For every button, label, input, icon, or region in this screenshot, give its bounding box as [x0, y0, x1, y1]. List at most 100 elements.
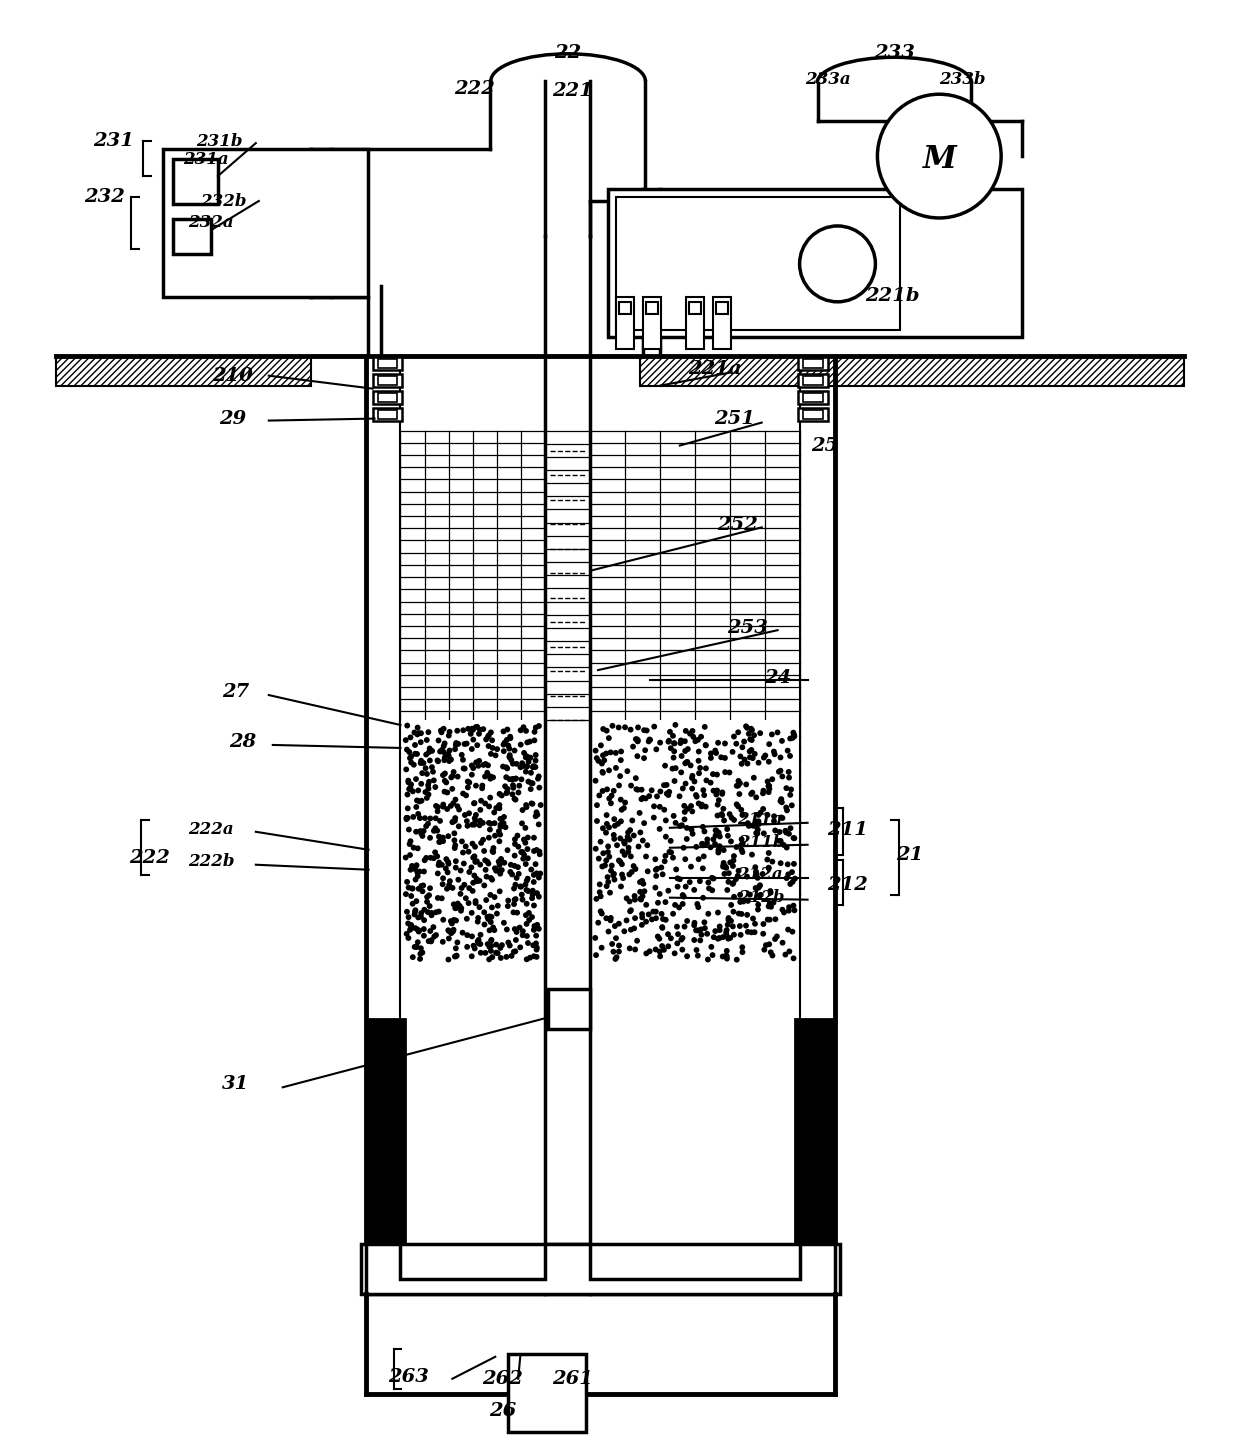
Circle shape: [689, 773, 696, 779]
Circle shape: [785, 926, 791, 932]
Circle shape: [630, 743, 636, 749]
Circle shape: [750, 755, 755, 760]
Circle shape: [630, 818, 635, 824]
Circle shape: [424, 895, 430, 900]
Circle shape: [640, 893, 646, 899]
Circle shape: [627, 908, 634, 913]
Circle shape: [419, 949, 425, 955]
Circle shape: [732, 853, 737, 859]
Circle shape: [714, 802, 720, 808]
Circle shape: [739, 847, 744, 853]
Circle shape: [666, 789, 672, 795]
Circle shape: [676, 905, 682, 911]
Circle shape: [704, 931, 711, 937]
Circle shape: [661, 947, 667, 952]
Circle shape: [448, 802, 454, 810]
Circle shape: [703, 778, 709, 784]
Circle shape: [627, 827, 634, 833]
Circle shape: [692, 887, 697, 893]
Circle shape: [528, 781, 534, 786]
Circle shape: [444, 789, 450, 795]
Circle shape: [498, 955, 503, 961]
Circle shape: [616, 857, 621, 863]
Circle shape: [639, 786, 645, 792]
Circle shape: [608, 801, 614, 807]
Circle shape: [455, 740, 461, 747]
Circle shape: [596, 882, 603, 887]
Circle shape: [675, 876, 681, 882]
Circle shape: [410, 762, 417, 768]
Circle shape: [619, 749, 624, 755]
Circle shape: [407, 853, 413, 859]
Circle shape: [722, 863, 728, 869]
Circle shape: [756, 883, 763, 889]
Circle shape: [523, 769, 528, 775]
Circle shape: [635, 786, 641, 792]
Circle shape: [477, 932, 484, 938]
Circle shape: [498, 856, 503, 861]
Circle shape: [758, 892, 764, 898]
Circle shape: [601, 758, 608, 763]
Circle shape: [621, 840, 627, 846]
Circle shape: [774, 934, 780, 939]
Circle shape: [515, 833, 521, 838]
Circle shape: [746, 749, 753, 755]
Circle shape: [510, 776, 516, 782]
Circle shape: [408, 925, 414, 931]
Circle shape: [699, 843, 706, 848]
Circle shape: [482, 801, 489, 807]
Circle shape: [501, 814, 507, 820]
Circle shape: [764, 857, 770, 863]
Circle shape: [668, 935, 673, 941]
Circle shape: [533, 724, 538, 730]
Circle shape: [412, 944, 418, 949]
Circle shape: [444, 886, 450, 892]
Circle shape: [723, 864, 729, 870]
Circle shape: [678, 769, 684, 775]
Circle shape: [441, 771, 448, 776]
Circle shape: [450, 801, 456, 807]
Circle shape: [455, 902, 461, 908]
Circle shape: [490, 925, 496, 931]
Circle shape: [456, 903, 463, 909]
Circle shape: [594, 896, 599, 902]
Circle shape: [405, 935, 412, 941]
Circle shape: [666, 944, 671, 949]
Circle shape: [657, 948, 662, 954]
Circle shape: [512, 896, 518, 902]
Circle shape: [520, 760, 525, 766]
Circle shape: [422, 918, 427, 924]
Circle shape: [605, 929, 611, 935]
Circle shape: [732, 733, 737, 739]
Circle shape: [497, 889, 502, 895]
Circle shape: [760, 921, 766, 926]
Circle shape: [594, 818, 600, 824]
Circle shape: [469, 821, 475, 828]
Circle shape: [727, 769, 733, 775]
Circle shape: [672, 820, 678, 825]
Circle shape: [652, 856, 658, 861]
Circle shape: [649, 788, 655, 794]
Circle shape: [412, 742, 418, 747]
Circle shape: [698, 932, 704, 938]
Circle shape: [594, 755, 600, 760]
Circle shape: [598, 838, 604, 844]
Circle shape: [644, 854, 649, 860]
Circle shape: [511, 863, 517, 869]
Circle shape: [728, 935, 733, 941]
Circle shape: [489, 913, 495, 919]
Circle shape: [433, 850, 438, 856]
Circle shape: [512, 896, 517, 903]
Circle shape: [511, 909, 516, 915]
Circle shape: [465, 726, 471, 732]
Circle shape: [692, 779, 697, 785]
Circle shape: [737, 924, 743, 929]
Circle shape: [494, 805, 500, 811]
Circle shape: [480, 820, 486, 825]
Circle shape: [414, 724, 420, 730]
Circle shape: [433, 784, 438, 789]
Circle shape: [523, 877, 529, 883]
Bar: [802, 410, 822, 418]
Circle shape: [440, 772, 446, 778]
Circle shape: [476, 823, 482, 828]
